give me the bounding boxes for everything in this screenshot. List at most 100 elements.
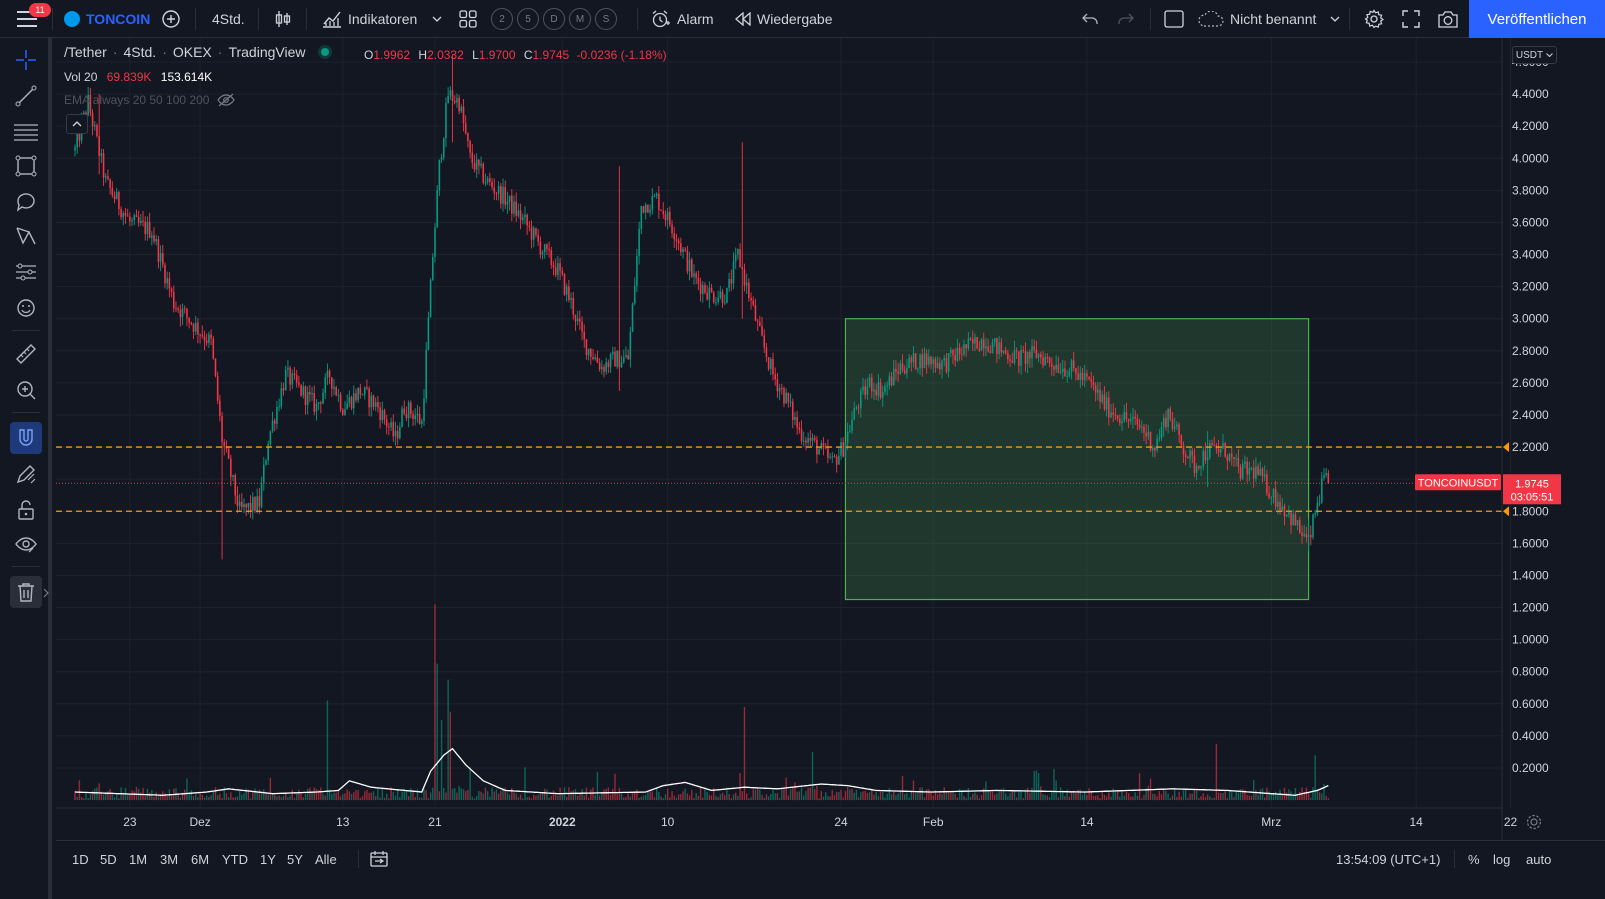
volume-bar (631, 792, 634, 801)
volume-bar (111, 792, 114, 801)
candle-body (519, 210, 522, 221)
volume-bar (877, 796, 880, 801)
ruler-icon[interactable] (10, 338, 42, 370)
goto-date-icon[interactable] (370, 850, 388, 871)
zoom-in-icon[interactable] (10, 374, 42, 406)
eye-icon[interactable] (10, 528, 42, 560)
publish-button[interactable]: Veröffentlichen (1469, 0, 1605, 38)
price-tick-label: 4.4000 (1512, 87, 1549, 101)
annotation-icon[interactable] (10, 186, 42, 218)
gear-icon[interactable] (1364, 0, 1384, 38)
undo-icon[interactable] (1082, 0, 1098, 38)
currency-select[interactable]: USDT (1512, 46, 1557, 64)
volume-bar (669, 797, 671, 801)
range-1y[interactable]: 1Y (260, 851, 276, 867)
range-1d[interactable]: 1D (72, 851, 89, 867)
alarm-button[interactable]: Alarm (651, 0, 714, 38)
volume-bar (407, 796, 410, 801)
range-5y[interactable]: 5Y (287, 851, 303, 867)
range-all[interactable]: Alle (315, 851, 337, 867)
range-5d[interactable]: 5D (100, 851, 117, 867)
candle-body (1239, 466, 1242, 479)
volume-bar (471, 796, 473, 801)
candle-body (1312, 514, 1314, 538)
collapse-legend-button[interactable] (66, 114, 88, 134)
volume-bar (774, 793, 776, 801)
chevron-right-icon[interactable] (43, 586, 49, 601)
range-6m[interactable]: 6M (191, 851, 210, 867)
candle-body (559, 263, 561, 271)
crosshair-icon[interactable] (10, 44, 42, 76)
emoji-icon[interactable] (10, 292, 42, 324)
chevron-down-icon[interactable] (432, 0, 442, 38)
market-open-indicator (321, 48, 330, 56)
candle-body (1158, 437, 1161, 440)
volume-bar (311, 791, 313, 801)
candle-body (526, 214, 528, 226)
volume-bar (1163, 788, 1165, 801)
candle-body (903, 370, 906, 374)
trend-line-icon[interactable] (10, 80, 42, 112)
range-ytd[interactable]: YTD (222, 851, 248, 867)
price-chart[interactable]: 4.60004.40004.20004.00003.80003.60003.40… (56, 38, 1605, 840)
fullscreen-icon[interactable] (1402, 0, 1420, 38)
candle-body (394, 431, 397, 437)
stay-in-drawing-icon[interactable] (10, 458, 42, 490)
indicators-button[interactable]: Indikatoren (322, 0, 417, 38)
candle-body (829, 456, 831, 458)
select-layout-icon[interactable] (1164, 0, 1184, 38)
symbol-legend[interactable]: /Tether · 4Std. · OKEX · TradingView (64, 44, 343, 60)
candle-body (583, 331, 586, 340)
lock-icon[interactable] (10, 494, 42, 526)
redo-icon[interactable] (1118, 0, 1134, 38)
candle-body (642, 206, 645, 213)
candle-body (179, 309, 182, 318)
layout-grid-icon[interactable] (459, 0, 477, 38)
candle-body (868, 377, 871, 387)
percent-scale-toggle[interactable]: % (1468, 851, 1480, 867)
favorite-interval-button[interactable]: 5 (517, 8, 539, 30)
save-layout-button[interactable]: Nicht benannt (1198, 0, 1340, 38)
fib-lines-icon[interactable] (10, 116, 42, 148)
range-3m[interactable]: 3M (160, 851, 179, 867)
volume-bar (954, 793, 956, 801)
range-1m[interactable]: 1M (129, 851, 148, 867)
favorite-interval-button[interactable]: D (543, 8, 565, 30)
volume-bar (1130, 796, 1132, 801)
chart-area[interactable]: 4.60004.40004.20004.00003.80003.60003.40… (56, 38, 1605, 899)
ema-legend[interactable]: EMA always 20 50 100 200 (64, 93, 236, 107)
favorite-interval-button[interactable]: 2 (491, 8, 513, 30)
favorite-interval-button[interactable]: S (595, 8, 617, 30)
patterns-icon[interactable] (10, 220, 42, 252)
volume-bar (1042, 794, 1044, 801)
candle-body (151, 235, 153, 238)
volume-bar (324, 795, 326, 801)
candles-icon (275, 11, 291, 27)
chart-type-button[interactable] (275, 0, 291, 38)
camera-icon[interactable] (1437, 0, 1459, 38)
interval-button[interactable]: 4Std. (212, 11, 245, 27)
shapes-icon[interactable] (10, 150, 42, 182)
divider (1150, 8, 1151, 30)
candle-body (1222, 443, 1224, 449)
auto-scale-toggle[interactable]: auto (1526, 851, 1552, 867)
eye-off-icon[interactable] (217, 93, 236, 107)
volume-bar (1018, 792, 1020, 801)
magnet-icon[interactable] (10, 422, 42, 454)
candle-body (449, 90, 452, 96)
clock-timezone[interactable]: 13:54:09 (UTC+1) (1336, 851, 1441, 867)
candle-body (317, 402, 320, 404)
volume-bar (333, 792, 335, 801)
prediction-icon[interactable] (10, 256, 42, 288)
symbol-search-button[interactable]: TONCOIN (64, 0, 150, 38)
volume-bar (263, 789, 265, 801)
favorite-interval-button[interactable]: M (569, 8, 591, 30)
volume-bar (721, 792, 724, 801)
candle-body (1040, 354, 1042, 358)
log-scale-toggle[interactable]: log (1493, 851, 1511, 867)
volume-legend[interactable]: Vol 20 69.839K 153.614K (64, 70, 212, 84)
replay-button[interactable]: Wiedergabe (735, 0, 833, 38)
compare-symbol-button[interactable] (162, 0, 180, 38)
volume-bar (1075, 792, 1077, 801)
trash-icon[interactable] (10, 576, 42, 608)
